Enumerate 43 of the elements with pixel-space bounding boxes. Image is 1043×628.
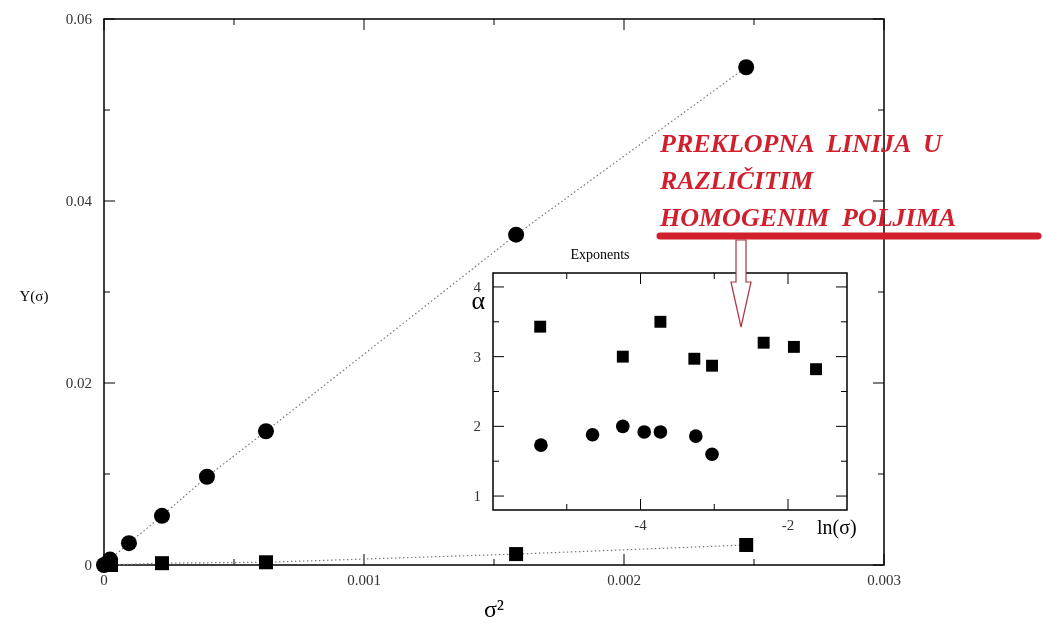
point <box>154 556 169 571</box>
y-tick-label: 3 <box>473 348 481 365</box>
y-tick-label: 1 <box>473 488 481 505</box>
x-axis-title: σ² <box>483 596 505 622</box>
point <box>689 429 703 443</box>
x-tick-label: -2 <box>781 517 795 533</box>
point <box>787 340 800 353</box>
point <box>257 423 274 440</box>
y-axis-title: Y(σ) <box>19 288 49 305</box>
chart-title: Exponents <box>570 247 630 262</box>
y-tick-label: 0.06 <box>65 11 93 27</box>
point <box>153 507 170 524</box>
point <box>508 226 525 243</box>
point <box>688 352 701 365</box>
point <box>654 315 667 328</box>
x-tick-label: 0 <box>100 572 108 588</box>
y-tick-label: 4 <box>473 278 482 295</box>
y-tick-label: 2 <box>473 418 481 435</box>
x-tick-label: 0.002 <box>607 572 641 588</box>
x-tick-label: 0.001 <box>347 572 381 588</box>
point <box>616 419 630 434</box>
point <box>810 363 822 376</box>
y-tick-label: 0 <box>84 557 92 573</box>
y-tick-label: 0.04 <box>65 193 93 209</box>
point <box>738 59 755 76</box>
point <box>637 425 651 439</box>
point <box>258 555 273 570</box>
point <box>585 427 600 442</box>
point <box>198 468 215 485</box>
point <box>739 537 754 552</box>
point <box>653 425 668 439</box>
point <box>534 438 548 452</box>
point <box>757 336 770 349</box>
x-tick-label: 0.003 <box>867 572 901 588</box>
point <box>705 447 719 462</box>
x-tick-label: -4 <box>634 517 648 533</box>
point <box>509 547 524 562</box>
point <box>616 350 629 363</box>
point <box>120 535 137 552</box>
point <box>706 359 718 372</box>
point <box>534 320 547 333</box>
y-tick-label: 0.02 <box>65 375 92 391</box>
x-axis-title: ln(σ) <box>817 516 857 539</box>
